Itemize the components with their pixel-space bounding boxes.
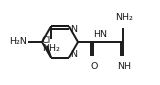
Text: Cl: Cl	[41, 36, 51, 45]
Text: N: N	[70, 25, 77, 34]
Text: NH₂: NH₂	[115, 13, 133, 22]
Text: H₂N: H₂N	[9, 37, 27, 46]
Text: HN: HN	[93, 30, 108, 39]
Text: N: N	[70, 50, 77, 59]
Text: O: O	[90, 62, 98, 71]
Text: NH: NH	[117, 62, 131, 71]
Text: NH₂: NH₂	[42, 44, 60, 53]
